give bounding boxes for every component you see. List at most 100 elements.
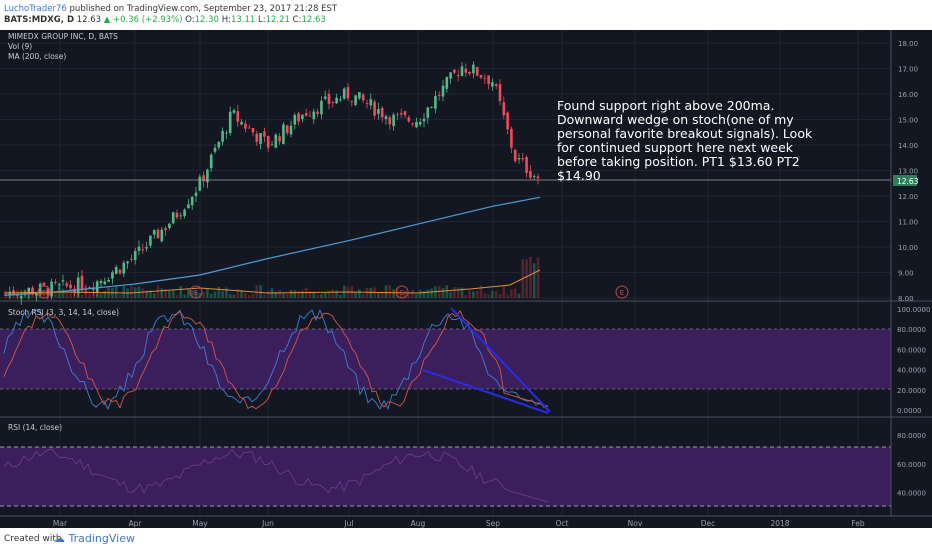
volume-bar	[152, 293, 156, 298]
earnings-marker-icon[interactable]	[189, 285, 203, 299]
volume-bar	[266, 291, 270, 298]
earnings-marker-icon[interactable]	[615, 285, 629, 299]
volume-bar	[498, 294, 502, 298]
stoch-tick-label: 40.0000	[897, 367, 926, 375]
change: +0.36 (+2.93%)	[113, 15, 183, 25]
chart-svg: E E E E Mar Apr May Jun Jul Aug Sep Oct Nov Dec 2018 F…	[0, 30, 932, 528]
x-tick-label: Sep	[486, 519, 500, 528]
candle-body	[301, 114, 304, 120]
earnings-marker-label: E	[42, 289, 46, 297]
volume-bar	[331, 289, 335, 298]
volume-bar	[160, 288, 164, 298]
candle-body	[327, 93, 331, 104]
volume-bar	[479, 285, 483, 298]
x-tick-label: May	[192, 519, 208, 528]
ma-200-line[interactable]	[3, 196, 541, 296]
volume-bar	[259, 285, 262, 298]
x-tick-label: Nov	[628, 519, 643, 528]
candle-body	[437, 94, 441, 96]
candle-body	[126, 261, 129, 264]
x-tick-label: Jun	[261, 519, 274, 528]
volume-bar	[99, 293, 103, 298]
candle-body	[483, 78, 487, 80]
candle-body	[479, 74, 483, 78]
volume-bar	[354, 292, 357, 298]
volume-bar	[418, 289, 422, 298]
rsi-line	[3, 448, 549, 503]
author-link[interactable]: LuchoTrader76	[4, 4, 67, 14]
volume-bar	[449, 292, 452, 298]
candle-body	[331, 102, 335, 103]
candle-body	[156, 229, 160, 239]
candle-body	[164, 228, 167, 231]
candle-body	[449, 72, 452, 79]
candle-body	[396, 114, 399, 116]
volume-bar	[278, 289, 281, 298]
volume-bar	[168, 290, 171, 298]
volume-bar	[532, 263, 536, 298]
candle-body	[274, 134, 278, 148]
candle-body	[415, 121, 418, 128]
rsi-tick-label: 80.0000	[897, 432, 926, 440]
tradingview-logo[interactable]: ☁ TradingView	[54, 532, 135, 545]
candle-body	[339, 99, 342, 101]
price-tick-label: 8.00	[898, 295, 914, 303]
candle-body	[217, 141, 221, 148]
rsi-tick-label: 40.0000	[897, 490, 926, 498]
candle-body	[456, 75, 460, 77]
chart-area[interactable]: E E E E Mar Apr May Jun Jul Aug Sep Oct Nov Dec 2018 F…	[0, 30, 932, 528]
volume-bar	[301, 290, 304, 298]
volume-bar	[114, 286, 118, 298]
candle-body	[316, 111, 319, 114]
candle-body	[365, 103, 369, 105]
candle-body	[183, 209, 186, 217]
candle-body	[369, 99, 373, 106]
symbol: BATS:MDXG, D	[4, 15, 75, 25]
volume-bar	[149, 290, 152, 298]
x-tick-label: Jul	[343, 519, 353, 528]
wedge-upper-line[interactable]	[450, 307, 551, 413]
volume-bar	[475, 291, 479, 298]
volume-bar	[156, 285, 160, 298]
candle-body	[472, 64, 475, 74]
volume-bar	[194, 291, 198, 298]
price-tick-label: 13.00	[898, 168, 918, 176]
wedge-lower-line[interactable]	[422, 368, 549, 415]
volume-bar	[213, 291, 217, 298]
candle-body	[73, 288, 76, 294]
trade-annotation[interactable]: Found support right above 200ma. Downwar…	[557, 98, 813, 183]
volume-bar	[103, 290, 107, 298]
candle-body	[160, 229, 164, 242]
high-value: 13.11	[230, 15, 256, 25]
candle-body	[244, 123, 247, 129]
earnings-marker-icon[interactable]	[37, 285, 51, 299]
candle-body	[88, 287, 91, 289]
x-tick-label: Aug	[411, 519, 426, 528]
high-label: H:	[221, 15, 231, 25]
volume-bar	[426, 289, 430, 298]
candle-body	[19, 296, 23, 299]
earnings-marker-label: E	[620, 289, 624, 297]
candle-body	[187, 204, 190, 209]
volume-bar	[282, 293, 285, 298]
earnings-marker-label: E	[194, 289, 198, 297]
candle-body	[529, 171, 532, 178]
last-price-tag-text: 12.63	[897, 177, 919, 186]
candle-body	[297, 113, 300, 122]
candle-body	[107, 280, 110, 282]
candle-body	[335, 97, 338, 104]
candle-body	[536, 176, 540, 179]
volume-bar	[513, 288, 517, 298]
candle-body	[232, 110, 236, 113]
candle-body	[517, 158, 521, 160]
candle-body	[475, 67, 479, 76]
candle-body	[247, 127, 251, 129]
volume-bar	[316, 294, 319, 298]
candle-body	[270, 144, 274, 146]
earnings-marker-icon[interactable]	[395, 285, 409, 299]
volume-bar	[369, 287, 373, 298]
volume-bar	[145, 290, 148, 298]
candle-body	[103, 281, 107, 285]
volume-bar	[510, 289, 513, 298]
candle-body	[145, 247, 148, 249]
